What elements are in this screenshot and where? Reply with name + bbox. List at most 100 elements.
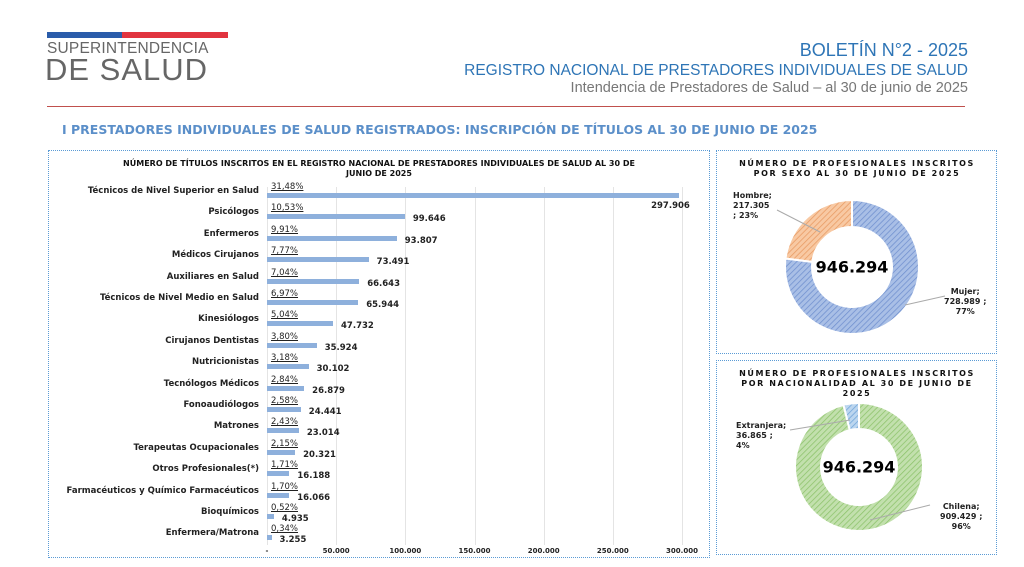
value-label: 20.321 [303, 449, 336, 460]
bar-chart-area: - 50.000 100.000 150.000 200.000 250.000 300.0… [49, 151, 709, 557]
x-tick-label: 50.000 [322, 547, 350, 555]
percent-label: 6,97% [271, 289, 299, 299]
percent-label: 9,91% [271, 224, 299, 235]
gridline [612, 187, 614, 545]
value-label: 3.255 [279, 535, 307, 546]
value-label: 16.066 [297, 492, 331, 503]
logo-text-line2: DE SALUD [45, 52, 209, 87]
gridline [474, 187, 476, 545]
x-tick-label: 250.000 [596, 547, 629, 555]
value-label: 47.732 [341, 321, 374, 332]
category-label: Enfermera/Matrona [165, 528, 259, 539]
category-label: Nutricionistas [191, 357, 259, 368]
percent-label: 3,80% [271, 331, 299, 342]
gridline [682, 187, 683, 545]
value-label: 66.643 [367, 278, 400, 289]
value-label: 4.935 [281, 514, 309, 524]
category-label: Tecnólogos Médicos [163, 378, 259, 389]
hombre-label: Hombre; 217.305 ; 23% [733, 191, 772, 220]
hombre-leader [776, 209, 821, 233]
x-tick-label: 300.000 [666, 547, 698, 555]
value-label: 99.646 [412, 214, 446, 225]
percent-label: 1,70% [271, 481, 299, 492]
mujer-slice [784, 198, 920, 335]
category-label: Auxiliares en Salud [166, 271, 259, 282]
percent-label: 5,04% [271, 310, 299, 321]
logo-text-line1: SUPERINTENDENCIA [47, 40, 209, 57]
percent-label: 7,77% [271, 246, 299, 257]
bulletin-subtitle: REGISTRO NACIONAL DE PRESTADORES INDIVID… [464, 62, 968, 79]
bar-chart-panel: NÚMERO DE TÍTULOS INSCRITOS EN EL REGIST… [48, 150, 710, 558]
category-label: Fonoaudiólogos [183, 400, 259, 410]
logo-flag-blue [47, 32, 122, 38]
value-label: 65.944 [366, 300, 400, 310]
bar [267, 300, 359, 305]
category-label: Terapeutas Ocupacionales [133, 442, 259, 453]
chilena-label: Chilena; 909.429 ; 96% [940, 502, 983, 531]
gridline [543, 187, 545, 545]
header-divider [47, 106, 965, 107]
bar [267, 471, 290, 477]
percent-label: 2,43% [271, 417, 299, 428]
chilena-leader [869, 504, 931, 521]
percent-label: 0,52% [271, 503, 299, 513]
chilena-slice [794, 401, 924, 532]
extranjera-slice [842, 401, 860, 432]
logo-flag-red [122, 32, 228, 38]
bulletin-subtitle2: Intendencia de Prestadores de Salud – al… [570, 80, 968, 96]
percent-label: 7,04% [271, 267, 299, 278]
nationality-donut-total: 946.294 [822, 457, 896, 477]
bar [267, 214, 405, 220]
sex-donut-total: 946.294 [815, 257, 889, 277]
bar [267, 235, 397, 241]
mujer-label: Mujer; 728.989 ; 77% [944, 287, 987, 316]
nationality-donut-title: NÚMERO DE PROFESIONALES INSCRITOS POR NA… [739, 369, 975, 398]
bar [267, 514, 274, 519]
value-label: 24.441 [308, 407, 342, 417]
percent-label: 2,58% [271, 396, 299, 406]
category-label: Matrones [213, 421, 259, 432]
percent-label: 0,34% [271, 524, 299, 535]
category-label: Bioquímicos [201, 507, 259, 517]
value-label: 93.807 [404, 235, 438, 246]
value-label: 23.014 [306, 428, 340, 439]
bar [267, 407, 301, 412]
x-tick-label: 200.000 [527, 547, 560, 555]
extranjera-label: Extranjera; 36.865 ; 4% [736, 421, 787, 450]
x-tick-label: 150.000 [458, 547, 491, 555]
percent-label: 31,48% [271, 182, 304, 192]
percent-label: 10,53% [271, 203, 304, 214]
value-label: 30.102 [316, 364, 350, 375]
category-label: Farmacéuticos y Químico Farmacéuticos [66, 485, 259, 496]
extranjera-leader [789, 419, 851, 431]
bar [267, 535, 272, 541]
percent-label: 2,84% [271, 374, 299, 385]
bar [267, 193, 680, 198]
category-label: Médicos Cirujanos [171, 250, 259, 261]
nationality-donut-panel: NÚMERO DE PROFESIONALES INSCRITOS POR NA… [716, 360, 997, 555]
mujer-leader [904, 295, 946, 306]
category-label: Cirujanos Dentistas [165, 335, 259, 346]
section-title: I PRESTADORES INDIVIDUALES DE SALUD REGI… [62, 122, 818, 137]
bar [267, 321, 334, 327]
bar [267, 428, 299, 434]
bar [267, 257, 369, 263]
gridline [336, 187, 338, 545]
sex-donut-title: NÚMERO DE PROFESIONALES INSCRITOS POR SE… [739, 159, 975, 178]
sex-donut-panel: NÚMERO DE PROFESIONALES INSCRITOS POR SE… [716, 150, 997, 354]
value-label: 297.906 [651, 201, 690, 211]
bar [267, 342, 317, 348]
percent-label: 1,71% [271, 460, 299, 471]
bar [267, 364, 309, 370]
percent-label: 2,15% [271, 438, 299, 449]
value-label: 35.924 [324, 342, 358, 353]
bar [267, 492, 290, 498]
x-tick-label: 100.000 [389, 547, 422, 555]
category-label: Otros Profesionales(*) [152, 464, 259, 475]
bar [267, 385, 305, 391]
category-label: Enfermeros [203, 228, 259, 239]
value-label: 16.188 [297, 471, 331, 482]
gridline [405, 187, 407, 545]
value-label: 26.879 [312, 385, 345, 396]
